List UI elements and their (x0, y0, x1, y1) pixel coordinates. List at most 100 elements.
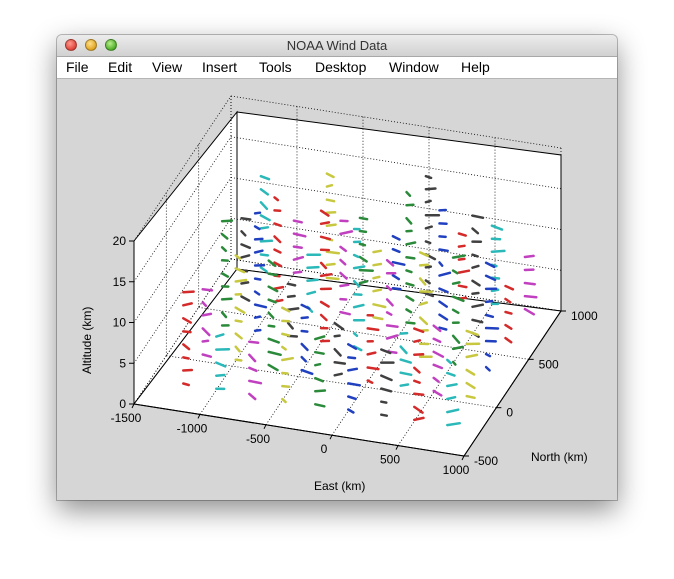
wind-vector (372, 316, 384, 321)
wind-vector (385, 311, 393, 316)
wind-vector (446, 421, 461, 427)
wind-vector (253, 315, 262, 319)
wind-vector (413, 366, 421, 374)
z-tick-label: 5 (119, 356, 126, 370)
wind-vector (240, 217, 252, 221)
wind-vector (325, 262, 336, 267)
wind-vector (523, 281, 536, 286)
wind-vector (347, 408, 355, 414)
wind-vector (201, 301, 208, 307)
wind-vector (385, 324, 399, 328)
wind-vector (504, 284, 515, 291)
wind-vector (523, 254, 535, 259)
wind-vector (504, 297, 512, 304)
zoom-window-icon[interactable] (105, 39, 117, 51)
wind-vector (253, 328, 262, 332)
menu-tools[interactable]: Tools (259, 59, 292, 75)
wind-vector (333, 321, 345, 331)
wind-vector (465, 381, 476, 390)
wind-vector (220, 297, 233, 301)
minimize-window-icon[interactable] (85, 39, 97, 51)
wind-vector (438, 271, 452, 277)
wind-vectors (182, 172, 538, 427)
wind-vector (333, 372, 343, 377)
wind-vector (253, 290, 261, 296)
wind-vector (300, 355, 308, 363)
wind-vector (182, 356, 190, 360)
wind-vector (380, 374, 393, 382)
wind-vector (314, 389, 327, 393)
wind-vector (405, 216, 413, 225)
wind-vector (457, 232, 467, 237)
wind-vector (484, 326, 500, 330)
wind-vector (424, 265, 433, 269)
wind-vector (267, 350, 282, 357)
x-tick-label: 1000 (443, 463, 470, 477)
wind-vector (220, 272, 230, 278)
wind-vector (273, 285, 285, 290)
grid-line (133, 177, 232, 323)
wind-vector (451, 345, 464, 351)
wind-vector (248, 366, 258, 373)
z-tick-label: 10 (113, 316, 127, 330)
menu-view[interactable]: View (152, 59, 183, 75)
x-axis-label: East (km) (314, 479, 365, 493)
wind-vector (523, 294, 538, 299)
y-axis-label: North (km) (531, 450, 588, 464)
wind-vector (267, 337, 280, 344)
wind-vector (314, 335, 326, 341)
x-tick-label: 0 (321, 442, 328, 456)
x-tick-mark (263, 424, 267, 430)
wind-vector (438, 248, 449, 253)
wind-vector (391, 274, 401, 281)
wind-vector (314, 376, 325, 383)
wind-vector (457, 257, 466, 261)
menu-window[interactable]: Window (389, 59, 439, 75)
wind-vector (490, 288, 500, 293)
plot-area[interactable]: -1500 -1000 -500 0 500 1000 -500 0 500 1000 0 5 10 15… (57, 79, 617, 500)
wind-vector (438, 300, 448, 308)
wind-vector (281, 345, 287, 351)
wind-vector (339, 258, 347, 266)
wind-vector (446, 371, 456, 377)
wind-vector (405, 241, 417, 246)
wind-vector (253, 211, 262, 215)
wind-vector (339, 271, 348, 280)
wind-vector (446, 358, 453, 365)
wind-vector (457, 284, 468, 289)
wind-vector (300, 316, 309, 320)
menu-desktop[interactable]: Desktop (315, 59, 367, 75)
wind-vector (366, 327, 380, 332)
menu-edit[interactable]: Edit (108, 59, 133, 75)
wind-vector (253, 277, 262, 281)
z-tick-label: 20 (113, 234, 127, 248)
wind-vector (451, 334, 461, 344)
wind-vector (325, 223, 337, 228)
wind-vector (347, 367, 359, 372)
wind-vector (333, 361, 347, 365)
close-window-icon[interactable] (65, 39, 77, 51)
wind-vector (300, 329, 309, 333)
z-axis-label: Altitude (km) (80, 307, 94, 374)
wind-vector (465, 329, 479, 337)
wind-vector (319, 235, 332, 241)
figure-window: NOAA Wind Data File Edit View Insert Too… (57, 35, 617, 500)
wind-vector (432, 376, 440, 383)
wind-vector (240, 281, 250, 285)
wind-vector (405, 282, 415, 287)
wind-vector (471, 227, 480, 235)
wind-vector (484, 365, 491, 372)
x-tick-mark (131, 403, 135, 409)
wind-vector (267, 311, 275, 319)
wind-vector (432, 350, 445, 358)
axis-ticks: -1500 -1000 -500 0 500 1000 -500 0 500 1000 0 5 10 15… (111, 234, 598, 477)
wind-vector (300, 342, 309, 352)
menu-file[interactable]: File (66, 59, 89, 75)
wind-vector (259, 226, 270, 230)
wind-vector (366, 351, 377, 356)
wind-vector (451, 295, 465, 303)
wind-vector (358, 255, 368, 263)
menu-insert[interactable]: Insert (202, 59, 238, 75)
menu-help[interactable]: Help (461, 59, 490, 75)
wind-vector (451, 269, 459, 275)
